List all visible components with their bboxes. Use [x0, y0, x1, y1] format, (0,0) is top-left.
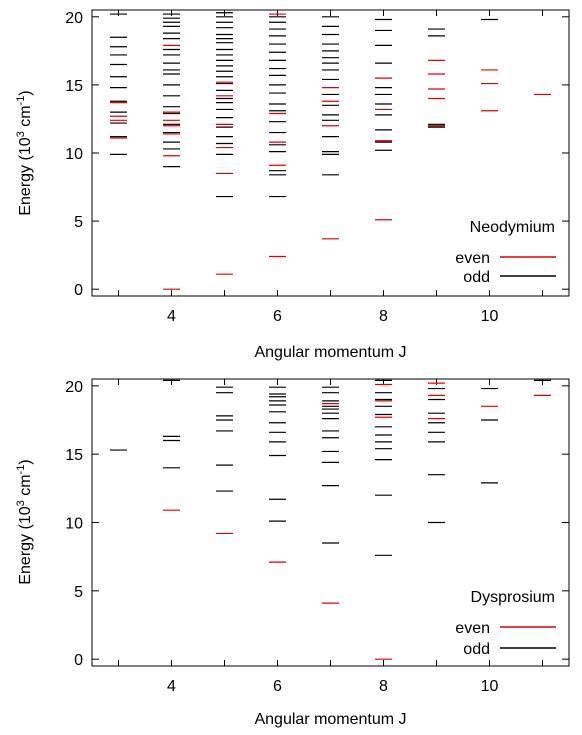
y-axis-label-superscript: 3 [15, 500, 27, 506]
y-axis-label-part: Energy (10 [17, 137, 34, 215]
legend-title: Neodymium [470, 219, 555, 236]
x-tick-label: 10 [481, 308, 499, 325]
y-axis-label: Energy (103 cm-1) [15, 459, 34, 584]
x-tick-label: 6 [273, 678, 282, 695]
y-tick-label: 20 [65, 10, 83, 27]
y-tick-label: 20 [65, 379, 83, 396]
legend-title: Dysprosium [471, 589, 555, 606]
legend-label-odd: odd [463, 269, 490, 286]
x-tick-label: 8 [379, 308, 388, 325]
y-tick-label: 5 [74, 584, 83, 601]
y-tick-label: 10 [65, 146, 83, 163]
y-axis-label: Energy (103 cm-1) [15, 90, 34, 215]
x-tick-label: 4 [167, 678, 176, 695]
y-tick-label: 10 [65, 516, 83, 533]
x-tick-label: 10 [481, 678, 499, 695]
y-tick-label: 15 [65, 447, 83, 464]
legend-label-odd: odd [463, 641, 490, 658]
y-axis-label-part: cm [17, 105, 34, 131]
y-axis-label-part: Energy (10 [17, 506, 34, 584]
y-tick-label: 5 [74, 214, 83, 231]
x-axis-label: Angular momentum J [254, 711, 406, 728]
y-tick-label: 15 [65, 78, 83, 95]
y-tick-label: 0 [74, 652, 83, 669]
x-axis-label: Angular momentum J [254, 344, 406, 361]
y-axis-label-part: cm [17, 474, 34, 500]
y-tick-label: 0 [74, 282, 83, 299]
legend-label-even: even [455, 250, 490, 267]
legend-label-even: even [455, 620, 490, 637]
chart-panel-top: 0 5 10 15 20 4 6 8 10 Angular momentum J Energy (1… [15, 9, 570, 361]
y-axis-label-superscript: -1 [15, 465, 27, 475]
chart-panel-bottom: 0 5 10 15 20 4 6 8 10 Angular momentum J Energy (1… [15, 378, 570, 728]
y-axis-label-part: ) [17, 90, 34, 95]
y-axis-label-superscript: -1 [15, 96, 27, 106]
y-axis-label-superscript: 3 [15, 131, 27, 137]
x-tick-label: 8 [379, 678, 388, 695]
plot-frame [91, 9, 570, 297]
x-tick-label: 6 [273, 308, 282, 325]
plot-frame [91, 378, 570, 667]
y-axis-label-part: ) [17, 459, 34, 464]
x-tick-label: 4 [167, 308, 176, 325]
